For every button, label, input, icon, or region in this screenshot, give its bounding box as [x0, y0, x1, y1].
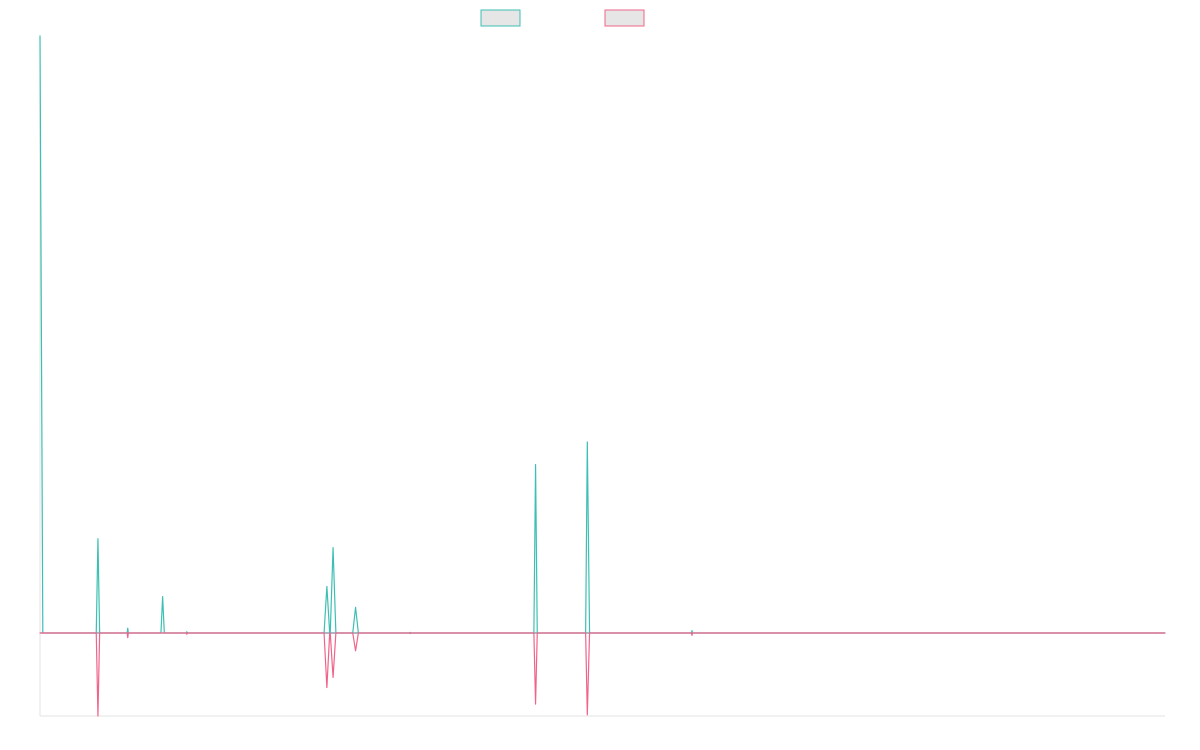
- legend: [480, 9, 645, 27]
- legend-swatch-2: [604, 9, 645, 27]
- series-line-2: [39, 632, 1166, 717]
- legend-swatch-1: [480, 9, 521, 27]
- chart-axes: [39, 36, 1165, 717]
- series-layer: [39, 35, 1166, 717]
- series-line-1: [39, 35, 1166, 634]
